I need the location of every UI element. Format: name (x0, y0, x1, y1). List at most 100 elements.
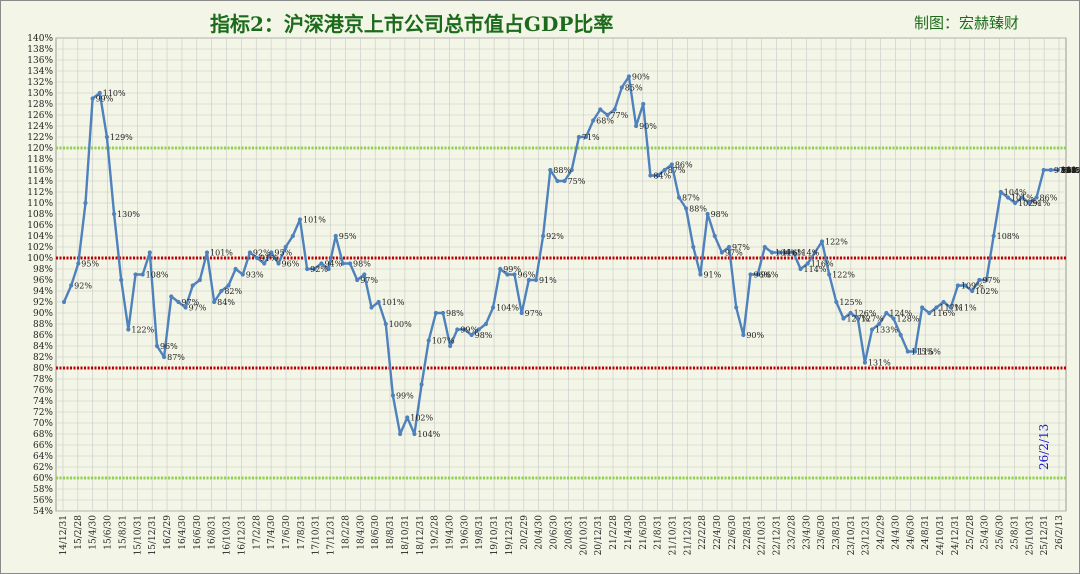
data-point (455, 327, 460, 332)
data-point (1041, 167, 1046, 173)
data-label: 68% (596, 117, 614, 126)
data-point (97, 90, 102, 96)
data-label: 97% (181, 298, 199, 307)
x-tick-label: 17/4/30 (267, 515, 277, 550)
data-point (90, 96, 95, 101)
y-tick-label: 64% (33, 452, 53, 462)
x-tick-label: 22/8/31 (743, 515, 753, 550)
data-label: 101% (303, 216, 326, 225)
x-tick-label: 18/8/31 (386, 515, 396, 550)
data-point (333, 233, 338, 239)
x-tick-label: 15/12/31 (148, 515, 158, 555)
y-tick-label: 84% (33, 342, 53, 352)
y-tick-label: 108% (27, 210, 53, 220)
data-point (490, 305, 496, 310)
data-point (240, 272, 245, 277)
data-point (777, 250, 782, 255)
data-point (162, 354, 167, 360)
data-label: 100% (389, 320, 412, 329)
x-tick-label: 20/6/30 (550, 515, 560, 550)
data-point (448, 343, 453, 349)
x-tick-label: 16/6/30 (193, 515, 203, 550)
data-point (955, 283, 960, 288)
x-tick-label: 19/12/31 (505, 515, 515, 555)
data-label: 110% (1061, 166, 1080, 175)
data-point (641, 101, 646, 107)
x-tick-label: 14/12/31 (59, 515, 69, 555)
x-tick-label: 24/8/31 (921, 515, 931, 550)
data-point (877, 321, 882, 327)
x-tick-label: 19/4/30 (446, 515, 456, 550)
data-label: 91% (260, 254, 278, 263)
data-label: 91% (1032, 199, 1050, 208)
data-point (1055, 167, 1061, 173)
data-label: 126% (854, 309, 877, 318)
data-point (276, 261, 281, 266)
x-tick-label: 18/2/28 (341, 515, 351, 550)
data-label: 92% (546, 232, 564, 241)
x-tick-label: 23/10/31 (847, 515, 857, 555)
data-label: 102% (975, 287, 998, 296)
data-point (726, 244, 732, 250)
y-tick-label: 90% (33, 309, 53, 319)
y-tick-label: 116% (27, 166, 53, 176)
data-point (576, 134, 581, 140)
data-label: 96% (1061, 166, 1079, 175)
x-tick-label: 22/2/28 (698, 515, 708, 550)
data-point (748, 272, 753, 277)
y-tick-label: 140% (27, 34, 53, 44)
data-label: 111% (1061, 166, 1080, 175)
data-label: 90% (639, 122, 657, 131)
data-label: 102% (1061, 166, 1080, 175)
y-tick-label: 60% (33, 474, 53, 484)
data-label: 112% (1061, 166, 1080, 175)
data-point (226, 283, 231, 288)
data-point (769, 250, 775, 255)
y-axis-ticks: 54%56%58%60%62%64%66%68%70%72%74%76%78%8… (27, 34, 53, 517)
data-point (934, 305, 939, 310)
data-label: 103% (1061, 166, 1080, 175)
data-label: 97% (1054, 166, 1072, 175)
y-tick-label: 72% (33, 408, 53, 418)
data-label: 99% (503, 265, 521, 274)
data-label: 97% (525, 309, 543, 318)
y-tick-label: 96% (33, 276, 53, 286)
data-point (519, 310, 524, 316)
x-tick-label: 22/4/30 (713, 515, 723, 550)
data-point (912, 349, 918, 354)
data-point (791, 250, 796, 255)
data-point (297, 217, 303, 222)
data-point (712, 233, 717, 239)
data-label: 92% (1061, 166, 1079, 175)
y-tick-label: 56% (33, 496, 53, 506)
data-label: 130% (117, 210, 140, 219)
data-label: 86% (1061, 166, 1079, 175)
data-point (169, 294, 174, 299)
data-label: 116% (1061, 166, 1080, 175)
data-point (233, 266, 238, 272)
x-tick-label: 16/10/31 (223, 515, 233, 555)
data-point (648, 173, 653, 178)
data-label: 88% (689, 205, 707, 214)
data-point (655, 173, 660, 178)
data-label: 125% (839, 298, 862, 307)
x-tick-label: 22/12/31 (773, 515, 783, 555)
data-point (898, 332, 903, 338)
x-tick-label: 21/6/30 (639, 515, 649, 550)
data-label: 92% (253, 249, 271, 258)
data-label: 95% (339, 232, 357, 241)
data-point (398, 431, 403, 437)
data-point (104, 134, 110, 140)
chart-title: 指标2：沪深港京上市公司总市值占GDP比率 (210, 12, 614, 36)
data-point (305, 266, 310, 272)
data-point (684, 206, 689, 211)
x-tick-label: 22/6/30 (728, 515, 738, 550)
data-label: 110% (1061, 166, 1080, 175)
x-tick-label: 17/2/28 (252, 515, 262, 550)
data-label: 97% (1061, 166, 1079, 175)
x-tick-label: 21/8/31 (654, 515, 664, 550)
data-point (262, 261, 267, 266)
data-point (612, 107, 617, 112)
data-label: 87% (668, 166, 686, 175)
data-label: 122% (131, 326, 154, 335)
